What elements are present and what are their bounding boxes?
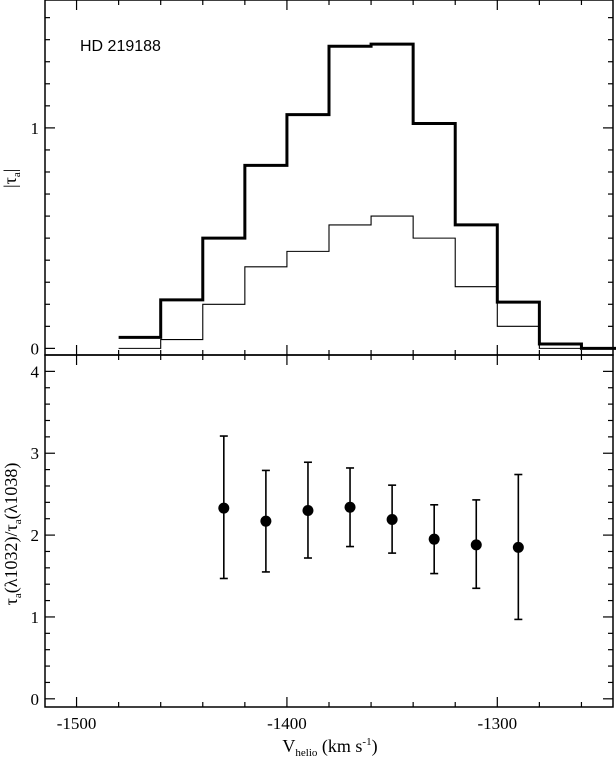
annotation-star-name: HD 219188 [80, 38, 161, 55]
ratio-point [218, 435, 230, 580]
bottom-panel-ticks [45, 355, 613, 707]
data-marker [218, 502, 230, 514]
bottom-panel-frame [44, 354, 614, 708]
data-marker [344, 501, 356, 513]
x-tick-label: -1400 [267, 714, 307, 733]
step-series-group [118, 42, 616, 350]
data-marker [428, 533, 440, 545]
top-y-tick-label: 0 [31, 339, 40, 358]
x-axis-label: Vhelio (km s-1) [282, 736, 377, 759]
ratio-points-group [218, 435, 524, 621]
bottom-y-tick-label: 0 [31, 690, 40, 709]
bottom-y-tick-label: 2 [31, 526, 40, 545]
top-y-tick-label: 1 [31, 119, 40, 138]
data-marker [512, 541, 524, 553]
data-marker [470, 539, 482, 551]
ratio-point [512, 473, 524, 621]
ratio-point [260, 469, 272, 573]
top-y-axis-label-main: |τ [0, 177, 20, 188]
bottom-y-tick-label: 3 [31, 444, 40, 463]
x-tick-label: -1300 [477, 714, 517, 733]
top-y-axis-label: |τa| [0, 169, 23, 188]
x-tick-labels: -1500 -1400 -1300 [57, 714, 517, 733]
ratio-point [302, 461, 314, 559]
bottom-y-axis-label: τa(λ1032)/τa(λ1038) [1, 463, 24, 606]
step-series-thick [118, 42, 616, 350]
bottom-y-tick-label: 4 [31, 362, 40, 381]
data-marker [386, 514, 398, 526]
ratio-point [386, 484, 398, 554]
ratio-point [344, 467, 356, 548]
top-panel-y-tick-labels: 01 [31, 119, 40, 358]
top-y-axis-label-tail: | [0, 169, 20, 173]
ratio-point [470, 499, 482, 590]
ratio-point [428, 504, 440, 575]
bottom-panel-y-tick-labels: 0 1 2 3 4 [31, 362, 40, 708]
data-marker [260, 515, 272, 527]
data-marker [302, 505, 314, 517]
step-series-thin [118, 215, 616, 349]
top-y-axis-label-sub: a [11, 172, 23, 177]
x-tick-label: -1500 [57, 714, 97, 733]
bottom-y-tick-label: 1 [31, 608, 40, 627]
